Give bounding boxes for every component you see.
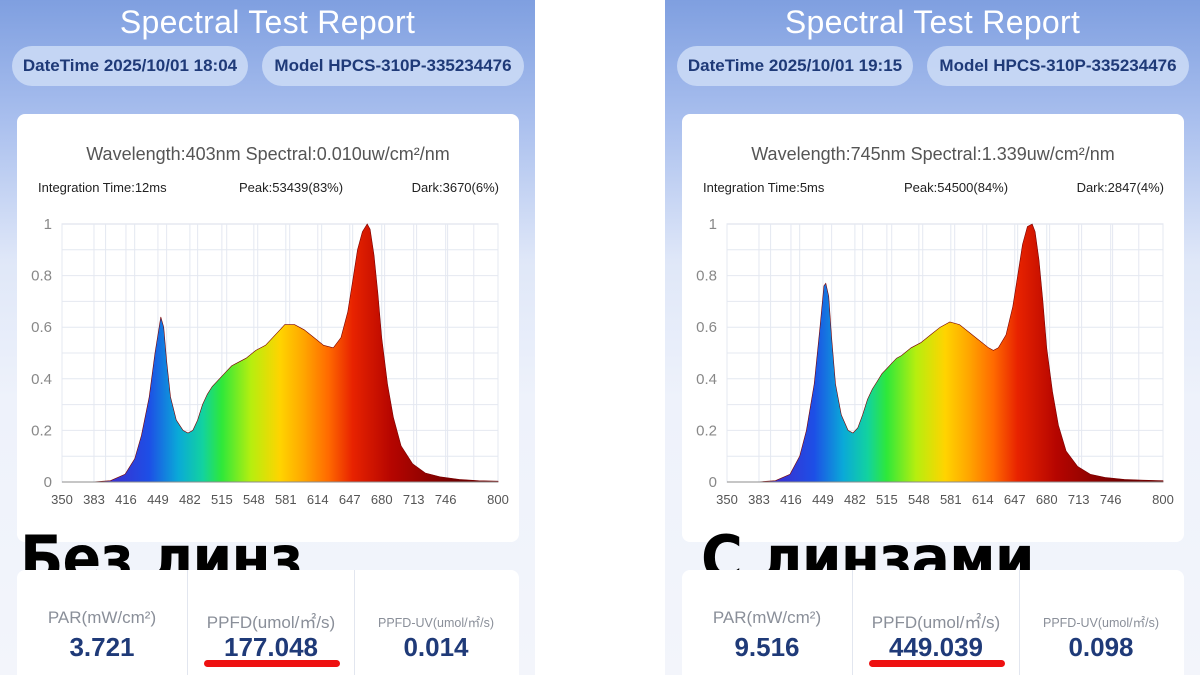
x-tick-label: 713: [1068, 492, 1090, 507]
stats-card: PAR(mW/cm²) 9.516 PPFD(umol/㎡/s) 449.039…: [682, 570, 1184, 675]
report-panel-left: Spectral Test Report DateTime 2025/10/01…: [0, 0, 535, 675]
stat-par: PAR(mW/cm²) 9.516: [682, 570, 852, 675]
stat-value: 0.014: [403, 632, 469, 662]
y-tick-label: 0.6: [31, 319, 52, 336]
x-tick-label: 449: [147, 492, 169, 507]
y-tick-label: 0.2: [696, 422, 717, 439]
stat-label: PPFD(umol/㎡/s): [871, 613, 1001, 632]
y-tick-label: 0.4: [31, 371, 52, 388]
x-tick-label: 746: [1100, 492, 1122, 507]
stat-label: PPFD-UV(umol/㎡/s): [378, 616, 494, 630]
peak-value: Peak:53439(83%): [239, 180, 344, 195]
y-tick-label: 1: [44, 216, 52, 233]
x-tick-label: 713: [403, 492, 425, 507]
model-badge: Model HPCS-310P-335234476: [927, 46, 1189, 86]
stat-label: PAR(mW/cm²): [47, 608, 157, 627]
x-tick-label: 647: [1004, 492, 1026, 507]
stat-ppfd-uv: PPFD-UV(umol/㎡/s) 0.098: [1018, 570, 1184, 675]
x-tick-label: 515: [211, 492, 233, 507]
y-tick-label: 0: [44, 474, 52, 491]
stats-card: PAR(mW/cm²) 3.721 PPFD(umol/㎡/s) 177.048…: [17, 570, 519, 675]
stat-par: PAR(mW/cm²) 3.721: [17, 570, 187, 675]
x-tick-label: 548: [908, 492, 930, 507]
report-title: Spectral Test Report: [119, 4, 416, 40]
x-tick-label: 746: [435, 492, 457, 507]
y-tick-label: 1: [709, 216, 717, 233]
x-tick-label: 800: [1152, 492, 1174, 507]
dark-value: Dark:2847(4%): [1076, 180, 1164, 195]
stat-value: 9.516: [734, 632, 800, 662]
stat-ppfd-uv: PPFD-UV(umol/㎡/s) 0.014: [353, 570, 519, 675]
x-tick-label: 548: [243, 492, 265, 507]
report-title: Spectral Test Report: [784, 4, 1081, 40]
x-tick-label: 350: [51, 492, 73, 507]
x-tick-label: 647: [339, 492, 361, 507]
spectrum-chart[interactable]: 350 383 416 449 482 515 548 581 614 647 680 713 746 8…: [665, 214, 1200, 514]
x-tick-label: 581: [275, 492, 297, 507]
y-tick-label: 0.8: [696, 268, 717, 285]
model-badge: Model HPCS-310P-335234476: [262, 46, 524, 86]
stat-label: PPFD-UV(umol/㎡/s): [1043, 616, 1159, 630]
datetime-badge: DateTime 2025/10/01 18:04: [12, 46, 248, 86]
y-tick-label: 0.2: [31, 422, 52, 439]
integration-time: Integration Time:12ms: [38, 180, 167, 195]
highlight-underline: [204, 660, 340, 667]
peak-value: Peak:54500(84%): [904, 180, 1009, 195]
stat-label: PAR(mW/cm²): [712, 608, 822, 627]
spectrum-chart[interactable]: 350 383 416 449 482 515 548 581 614 647 680 713 746 8…: [0, 214, 535, 514]
x-tick-label: 680: [371, 492, 393, 507]
y-tick-label: 0.8: [31, 268, 52, 285]
spectrum-area: [727, 223, 1164, 483]
x-tick-label: 614: [307, 492, 329, 507]
wavelength-readout: Wavelength:403nm Spectral:0.010uw/cm²/nm: [86, 144, 450, 164]
highlight-underline: [869, 660, 1005, 667]
stat-label: PPFD(umol/㎡/s): [206, 613, 336, 632]
wavelength-readout: Wavelength:745nm Spectral:1.339uw/cm²/nm: [751, 144, 1115, 164]
x-tick-label: 383: [748, 492, 770, 507]
stat-value: 449.039: [889, 632, 983, 662]
spectrum-area: [62, 223, 499, 483]
stat-ppfd: PPFD(umol/㎡/s) 177.048: [187, 570, 355, 675]
stat-ppfd: PPFD(umol/㎡/s) 449.039: [852, 570, 1020, 675]
x-tick-label: 800: [487, 492, 509, 507]
x-tick-label: 383: [83, 492, 105, 507]
stat-value: 177.048: [224, 632, 318, 662]
x-tick-label: 416: [780, 492, 802, 507]
y-tick-label: 0.6: [696, 319, 717, 336]
report-panel-right: Spectral Test Report DateTime 2025/10/01…: [665, 0, 1200, 675]
datetime-badge: DateTime 2025/10/01 19:15: [677, 46, 913, 86]
stat-value: 0.098: [1068, 632, 1134, 662]
integration-time: Integration Time:5ms: [703, 180, 825, 195]
x-tick-label: 482: [179, 492, 201, 507]
x-tick-label: 416: [115, 492, 137, 507]
x-tick-label: 581: [940, 492, 962, 507]
dark-value: Dark:3670(6%): [411, 180, 499, 195]
x-tick-label: 614: [972, 492, 994, 507]
y-tick-label: 0.4: [696, 371, 717, 388]
x-tick-label: 482: [844, 492, 866, 507]
x-tick-label: 350: [716, 492, 738, 507]
x-tick-label: 515: [876, 492, 898, 507]
x-tick-label: 680: [1036, 492, 1058, 507]
x-tick-label: 449: [812, 492, 834, 507]
stat-value: 3.721: [69, 632, 135, 662]
y-tick-label: 0: [709, 474, 717, 491]
